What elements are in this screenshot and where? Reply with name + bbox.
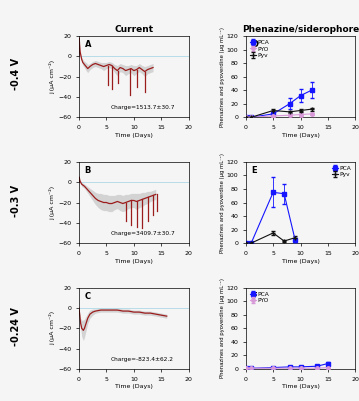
Text: Charge=1513.7±30.7: Charge=1513.7±30.7 [110,105,175,110]
Text: -0.4 V: -0.4 V [11,58,21,90]
Legend: PCA, Pyv: PCA, Pyv [331,165,353,178]
Y-axis label: Phenazines and pyoverdine (μg mL⁻¹): Phenazines and pyoverdine (μg mL⁻¹) [220,27,225,127]
Legend: PCA, PYO, Pyv: PCA, PYO, Pyv [249,39,270,59]
Y-axis label: Phenazines and pyoverdine (μg mL⁻¹): Phenazines and pyoverdine (μg mL⁻¹) [220,152,225,253]
X-axis label: Time (Days): Time (Days) [281,133,320,138]
Y-axis label: j (μA cm⁻²): j (μA cm⁻²) [50,185,55,220]
Text: E: E [251,166,257,175]
Text: F: F [251,292,257,301]
Y-axis label: Phenazines and pyoverdine (μg mL⁻¹): Phenazines and pyoverdine (μg mL⁻¹) [220,278,225,378]
Title: Current: Current [114,25,153,34]
Y-axis label: j (μA cm⁻²): j (μA cm⁻²) [50,60,55,94]
X-axis label: Time (Days): Time (Days) [115,259,153,263]
X-axis label: Time (Days): Time (Days) [281,259,320,263]
Text: Charge=3409.7±30.7: Charge=3409.7±30.7 [110,231,175,236]
Legend: PCA, PYO: PCA, PYO [249,291,270,304]
Text: Charge=-823.4±62.2: Charge=-823.4±62.2 [111,357,174,362]
X-axis label: Time (Days): Time (Days) [115,384,153,389]
X-axis label: Time (Days): Time (Days) [281,384,320,389]
Y-axis label: j (μA cm⁻²): j (μA cm⁻²) [50,311,55,345]
Text: B: B [84,166,91,175]
Text: A: A [84,40,91,49]
X-axis label: Time (Days): Time (Days) [115,133,153,138]
Title: Phenazine/siderophore: Phenazine/siderophore [242,25,359,34]
Text: C: C [84,292,90,301]
Text: -0.24 V: -0.24 V [11,308,21,346]
Text: -0.3 V: -0.3 V [11,184,21,217]
Text: D: D [251,40,258,49]
